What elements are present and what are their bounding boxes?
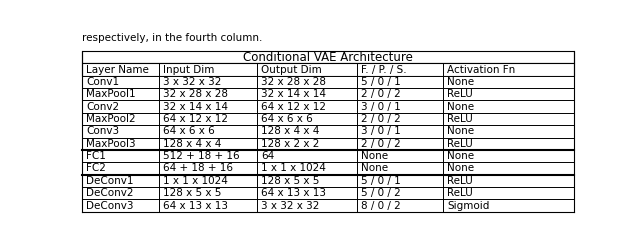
Text: 3 / 0 / 1: 3 / 0 / 1 bbox=[362, 126, 401, 136]
Text: 5 / 0 / 1: 5 / 0 / 1 bbox=[362, 77, 401, 87]
Text: FC2: FC2 bbox=[86, 163, 106, 174]
Bar bbox=[83, 162, 573, 175]
Bar bbox=[83, 88, 573, 101]
Bar bbox=[83, 150, 573, 162]
Text: DeConv2: DeConv2 bbox=[86, 188, 134, 198]
Text: 2 / 0 / 2: 2 / 0 / 2 bbox=[362, 139, 401, 149]
Text: 128 x 4 x 4: 128 x 4 x 4 bbox=[163, 139, 221, 149]
Text: MaxPool2: MaxPool2 bbox=[86, 114, 136, 124]
Text: Layer Name: Layer Name bbox=[86, 65, 149, 75]
Text: 128 x 4 x 4: 128 x 4 x 4 bbox=[260, 126, 319, 136]
Bar bbox=[83, 199, 573, 212]
Text: 1 x 1 x 1024: 1 x 1 x 1024 bbox=[260, 163, 326, 174]
Text: Sigmoid: Sigmoid bbox=[447, 201, 490, 210]
Text: 32 x 14 x 14: 32 x 14 x 14 bbox=[260, 89, 326, 99]
Text: 64: 64 bbox=[260, 151, 274, 161]
Text: None: None bbox=[362, 163, 388, 174]
Bar bbox=[83, 101, 573, 113]
Text: 8 / 0 / 2: 8 / 0 / 2 bbox=[362, 201, 401, 210]
Text: 512 + 18 + 16: 512 + 18 + 16 bbox=[163, 151, 239, 161]
Text: 32 x 28 x 28: 32 x 28 x 28 bbox=[260, 77, 326, 87]
Text: 64 x 6 x 6: 64 x 6 x 6 bbox=[260, 114, 312, 124]
Text: MaxPool1: MaxPool1 bbox=[86, 89, 136, 99]
Text: MaxPool3: MaxPool3 bbox=[86, 139, 136, 149]
Text: 3 x 32 x 32: 3 x 32 x 32 bbox=[163, 77, 221, 87]
Text: Output Dim: Output Dim bbox=[260, 65, 321, 75]
Text: 1 x 1 x 1024: 1 x 1 x 1024 bbox=[163, 176, 227, 186]
Text: ReLU: ReLU bbox=[447, 188, 473, 198]
Text: 3 / 0 / 1: 3 / 0 / 1 bbox=[362, 102, 401, 112]
Text: 32 x 14 x 14: 32 x 14 x 14 bbox=[163, 102, 228, 112]
Text: Conv2: Conv2 bbox=[86, 102, 120, 112]
Text: Activation Fn: Activation Fn bbox=[447, 65, 516, 75]
Bar bbox=[83, 113, 573, 125]
Text: None: None bbox=[447, 163, 474, 174]
Text: None: None bbox=[447, 126, 474, 136]
Text: 64 x 13 x 13: 64 x 13 x 13 bbox=[163, 201, 228, 210]
Bar bbox=[83, 138, 573, 150]
Text: None: None bbox=[447, 77, 474, 87]
Text: 32 x 28 x 28: 32 x 28 x 28 bbox=[163, 89, 228, 99]
Text: Conv1: Conv1 bbox=[86, 77, 120, 87]
Text: respectively, in the fourth column.: respectively, in the fourth column. bbox=[83, 33, 263, 43]
Text: 64 x 6 x 6: 64 x 6 x 6 bbox=[163, 126, 214, 136]
Text: ReLU: ReLU bbox=[447, 114, 473, 124]
Text: Input Dim: Input Dim bbox=[163, 65, 214, 75]
Text: 128 x 5 x 5: 128 x 5 x 5 bbox=[163, 188, 221, 198]
Text: None: None bbox=[447, 151, 474, 161]
Bar bbox=[83, 51, 573, 63]
Text: ReLU: ReLU bbox=[447, 89, 473, 99]
Text: ReLU: ReLU bbox=[447, 176, 473, 186]
Text: 3 x 32 x 32: 3 x 32 x 32 bbox=[260, 201, 319, 210]
Text: None: None bbox=[362, 151, 388, 161]
Text: Conv3: Conv3 bbox=[86, 126, 120, 136]
Text: 64 x 13 x 13: 64 x 13 x 13 bbox=[260, 188, 326, 198]
Text: Conditional VAE Architecture: Conditional VAE Architecture bbox=[243, 51, 413, 64]
Text: ReLU: ReLU bbox=[447, 139, 473, 149]
Text: 64 x 12 x 12: 64 x 12 x 12 bbox=[163, 114, 228, 124]
Text: 2 / 0 / 2: 2 / 0 / 2 bbox=[362, 114, 401, 124]
Bar bbox=[83, 175, 573, 187]
Text: None: None bbox=[447, 102, 474, 112]
Text: 64 + 18 + 16: 64 + 18 + 16 bbox=[163, 163, 232, 174]
Bar bbox=[83, 76, 573, 88]
Text: 128 x 5 x 5: 128 x 5 x 5 bbox=[260, 176, 319, 186]
Text: 64 x 12 x 12: 64 x 12 x 12 bbox=[260, 102, 326, 112]
Text: DeConv3: DeConv3 bbox=[86, 201, 134, 210]
Text: 128 x 2 x 2: 128 x 2 x 2 bbox=[260, 139, 319, 149]
Text: 2 / 0 / 2: 2 / 0 / 2 bbox=[362, 89, 401, 99]
Bar bbox=[83, 187, 573, 199]
Text: F. / P. / S.: F. / P. / S. bbox=[362, 65, 407, 75]
Bar bbox=[83, 125, 573, 138]
Text: 5 / 0 / 1: 5 / 0 / 1 bbox=[362, 176, 401, 186]
Bar bbox=[83, 63, 573, 76]
Text: 5 / 0 / 2: 5 / 0 / 2 bbox=[362, 188, 401, 198]
Text: DeConv1: DeConv1 bbox=[86, 176, 134, 186]
Text: FC1: FC1 bbox=[86, 151, 106, 161]
